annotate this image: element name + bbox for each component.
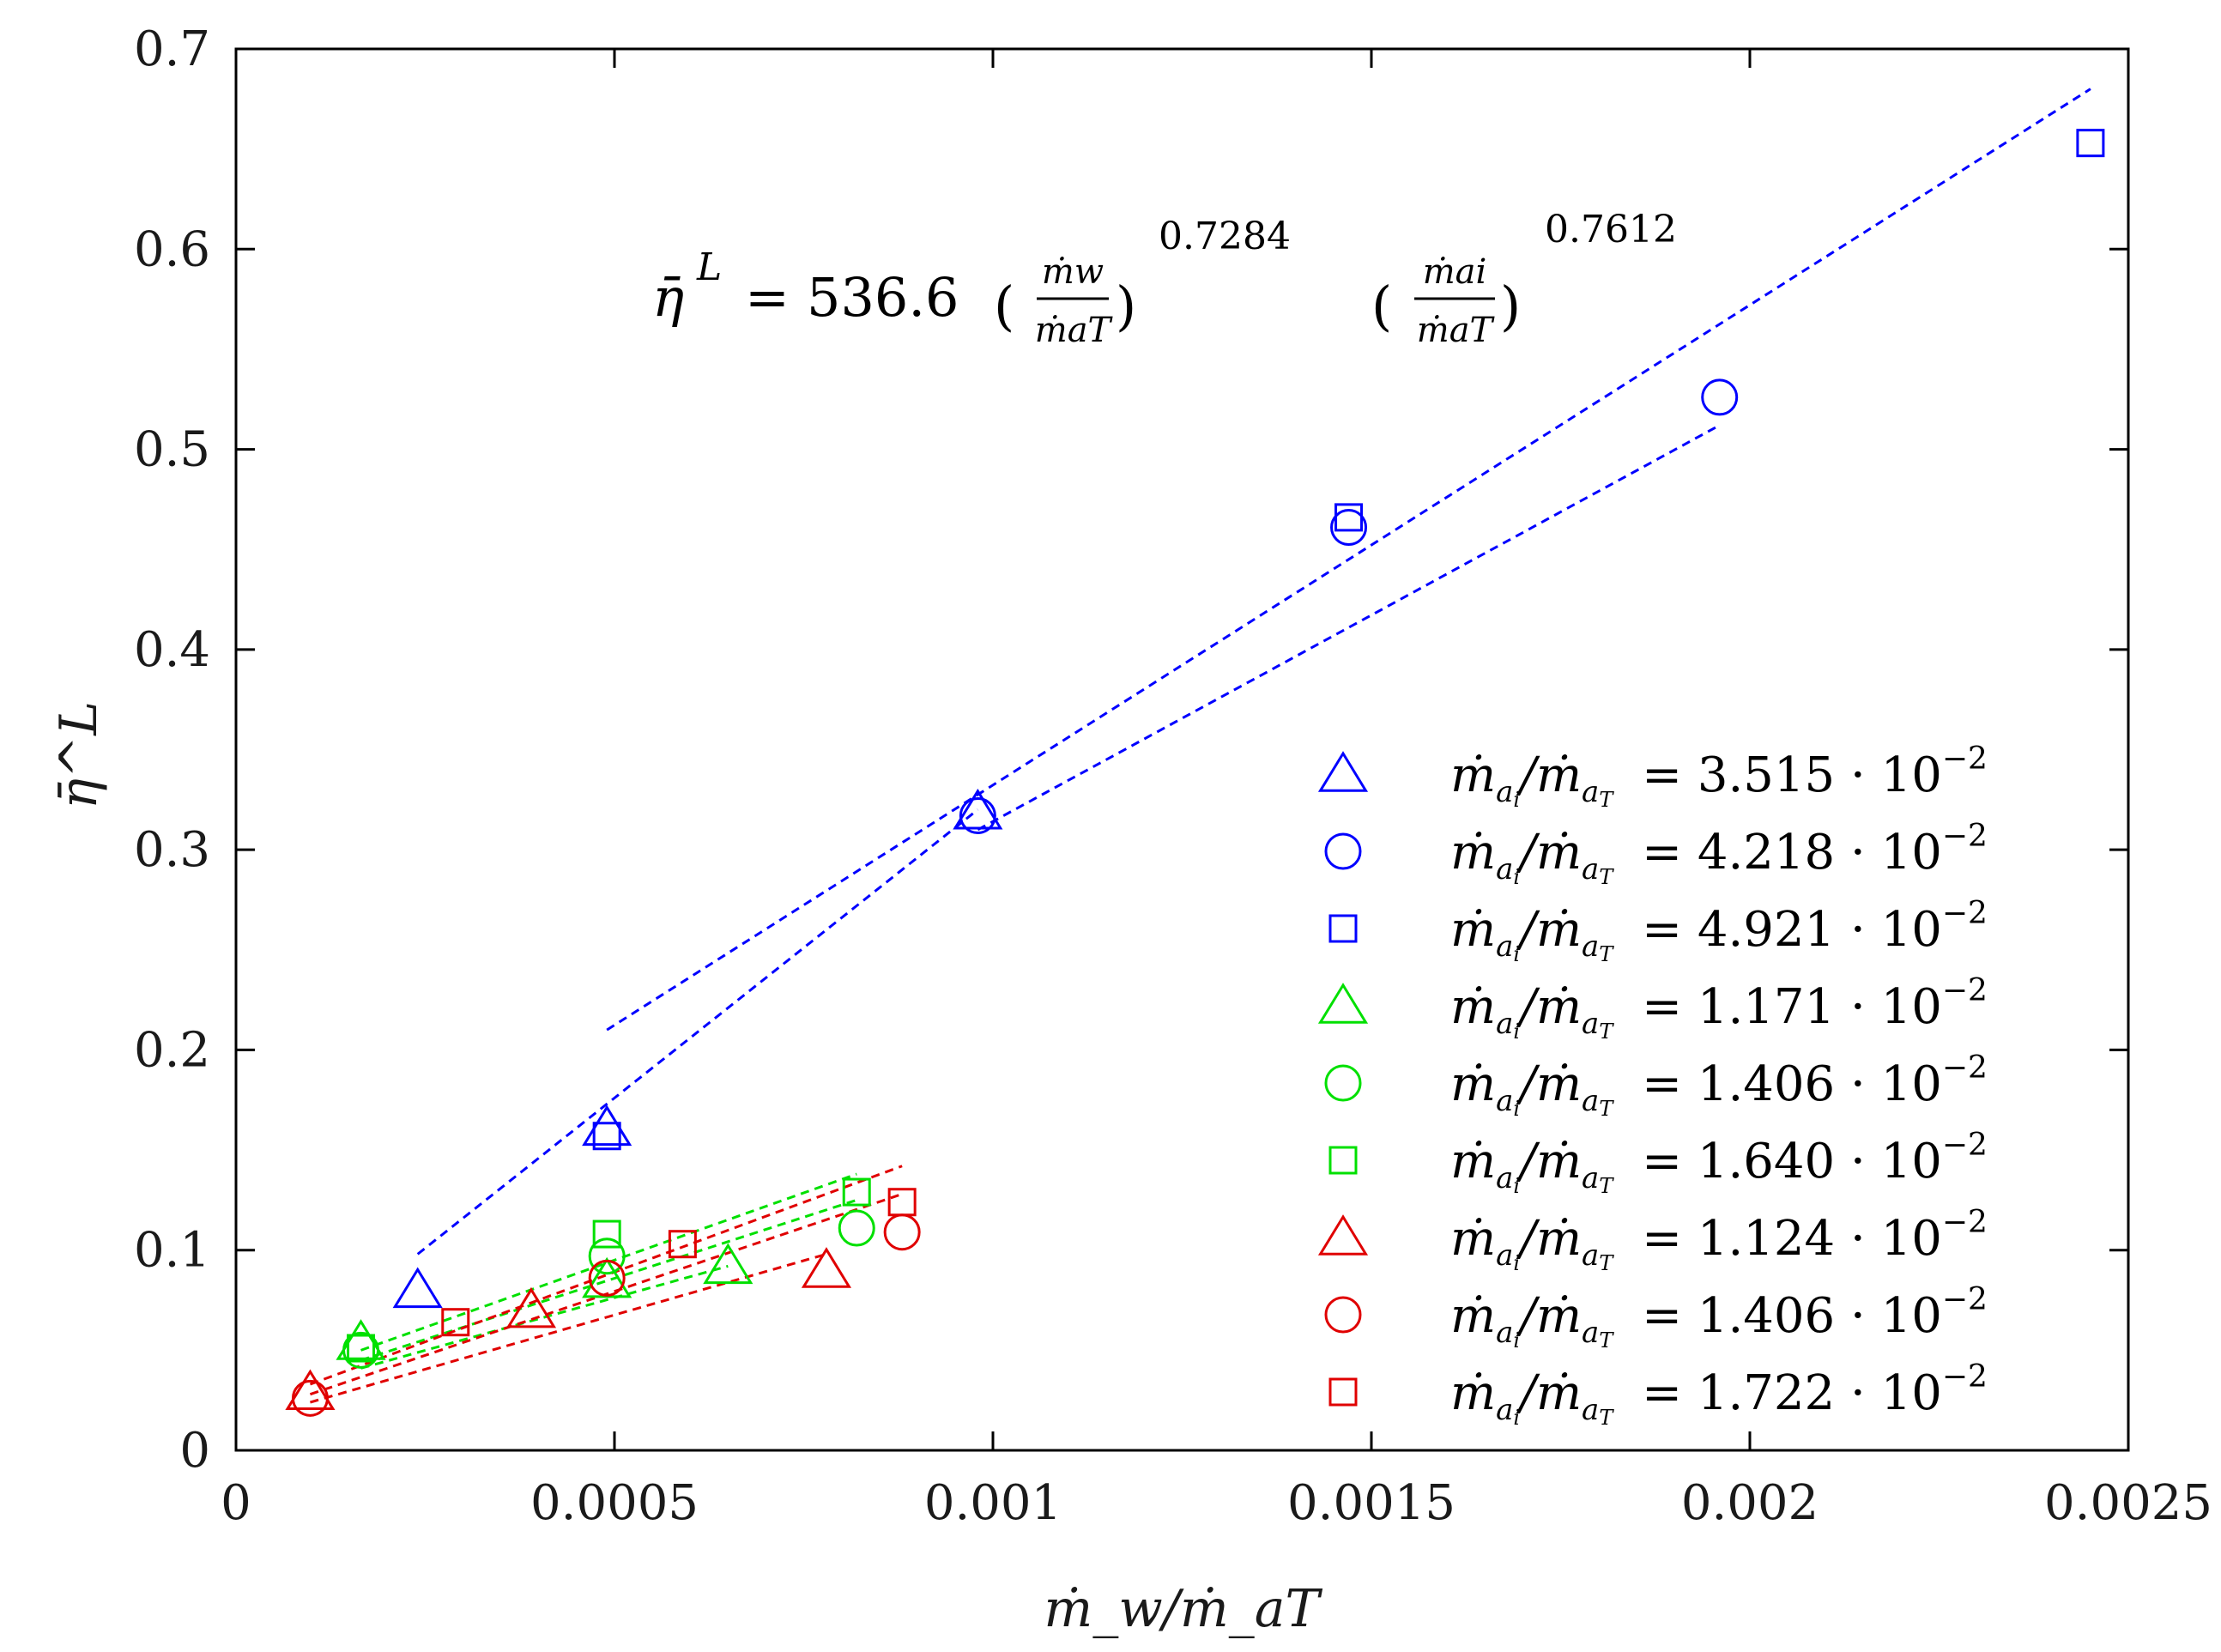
eq-frac1-num: ṁw [1042, 252, 1104, 292]
legend-marker [1328, 1377, 1358, 1407]
eq-exp2: 0.7612 [1545, 208, 1677, 251]
legend-marker [1317, 1214, 1369, 1256]
eq-lhs-sup: L [696, 245, 722, 289]
eq-frac2-den: ṁaT [1417, 311, 1496, 350]
data-markers [285, 129, 2105, 1417]
fit-line [416, 808, 979, 1256]
x-axis-label: ṁ_w/ṁ_aT [1044, 1579, 1322, 1639]
plot-area [234, 47, 2130, 1452]
y-tick-label: 0.3 [134, 822, 210, 878]
x-axis: 0 0.0005 0.001 0.0015 0.002 0.0025 [221, 49, 2212, 1531]
data-point [2076, 129, 2105, 158]
y-tick-label: 0 [179, 1423, 210, 1479]
legend-marker [1328, 1146, 1358, 1175]
x-tick-label: 0.0015 [1287, 1475, 1455, 1531]
data-point [592, 1122, 621, 1151]
data-point [703, 1243, 753, 1285]
y-tick-label: 0.7 [134, 21, 210, 77]
legend-marker [1324, 1296, 1362, 1334]
y-axis: 0 0.1 0.2 0.3 0.4 0.5 0.6 0.7 [134, 21, 2128, 1479]
x-tick-label: 0.002 [1681, 1475, 1819, 1531]
data-point [959, 796, 996, 834]
y-tick-label: 0.1 [134, 1223, 210, 1279]
data-point [505, 1286, 557, 1328]
data-point [582, 1104, 632, 1147]
legend-marker [1328, 914, 1358, 943]
data-point [582, 1256, 632, 1298]
data-point [887, 1188, 917, 1217]
fit-line [309, 1165, 903, 1386]
eq-frac1-den: ṁaT [1035, 311, 1114, 350]
data-point [441, 1308, 470, 1337]
eq-lhs: η̄ [652, 266, 684, 329]
data-point [953, 788, 1003, 830]
data-point [291, 1379, 329, 1417]
eq-equals: = [745, 266, 790, 329]
legend-label: ṁai/ṁaT = 3.515 · 10−2 [1450, 741, 1988, 812]
x-tick-label: 0.0025 [2044, 1475, 2212, 1531]
data-point [842, 1177, 871, 1207]
fit-line [310, 1252, 827, 1404]
eq-paren-close-1: ) [1116, 275, 1136, 337]
data-point [1330, 509, 1368, 547]
y-tick-label: 0.6 [134, 221, 210, 277]
legend-label: ṁai/ṁaT = 1.722 · 10−2 [1450, 1359, 1988, 1430]
data-point [342, 1331, 380, 1369]
data-point [588, 1237, 626, 1275]
data-point [592, 1219, 621, 1249]
fit-line [360, 1264, 729, 1370]
data-point [347, 1334, 376, 1363]
x-tick-label: 0.001 [924, 1475, 1062, 1531]
legend-label: ṁai/ṁaT = 1.171 · 10−2 [1450, 973, 1988, 1044]
fit-equation: η̄ L = 536.6 ( ṁw ṁaT ) 0.7284 ( ṁai ṁaT… [652, 208, 1677, 350]
eq-paren-open-1: ( [994, 275, 1014, 337]
data-point [1701, 378, 1739, 416]
data-point [392, 1267, 443, 1309]
legend-label: ṁai/ṁaT = 4.218 · 10−2 [1450, 819, 1988, 889]
eq-paren-open-2: ( [1371, 275, 1392, 337]
eq-coefficient: 536.6 [807, 266, 959, 329]
legend-marker [1324, 1064, 1362, 1102]
fit-line [606, 88, 2091, 1032]
data-point [1334, 503, 1364, 532]
legend-label: ṁai/ṁaT = 1.406 · 10−2 [1450, 1050, 1988, 1121]
legend-label: ṁai/ṁaT = 1.124 · 10−2 [1450, 1205, 1988, 1275]
data-point [838, 1209, 875, 1247]
data-point [336, 1319, 386, 1360]
legend-label: ṁai/ṁaT = 1.640 · 10−2 [1450, 1128, 1988, 1198]
data-point [801, 1247, 852, 1288]
legend-label: ṁai/ṁaT = 4.921 · 10−2 [1450, 896, 1988, 966]
y-tick-label: 0.2 [134, 1022, 210, 1078]
legend-marker [1317, 751, 1369, 792]
y-tick-label: 0.4 [134, 622, 210, 678]
data-point [588, 1259, 626, 1297]
fit-line [977, 424, 1721, 832]
data-point [285, 1369, 336, 1411]
legend-marker [1317, 983, 1369, 1024]
x-tick-label: 0 [221, 1475, 251, 1531]
eq-exp1: 0.7284 [1159, 215, 1291, 258]
eq-frac2-num: ṁai [1423, 252, 1487, 292]
data-point [668, 1230, 697, 1259]
y-axis-label: η̄^L [49, 701, 109, 809]
legend-label: ṁai/ṁaT = 1.406 · 10−2 [1450, 1282, 1988, 1352]
x-tick-label: 0.0005 [530, 1475, 699, 1531]
legend-marker [1324, 832, 1362, 870]
eq-paren-close-2: ) [1500, 275, 1521, 337]
y-tick-label: 0.5 [134, 422, 210, 478]
